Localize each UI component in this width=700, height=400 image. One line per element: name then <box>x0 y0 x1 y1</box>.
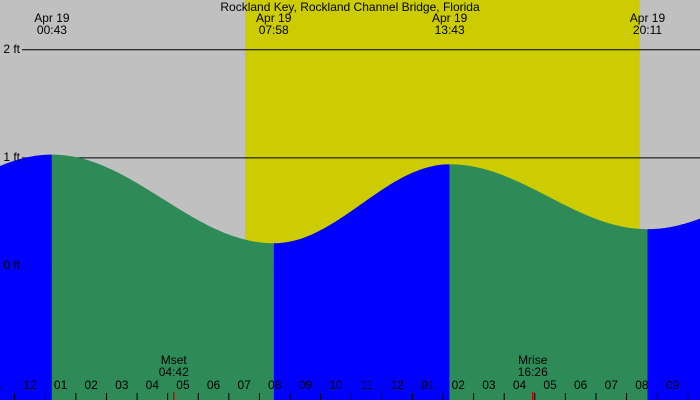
extreme-date: Apr 19 <box>256 11 292 25</box>
x-tick-label: 04 <box>513 378 527 392</box>
y-tick-label: 0 ft <box>3 258 20 272</box>
extreme-time: 20:11 <box>633 23 662 37</box>
x-tick-label: 05 <box>176 378 190 392</box>
x-tick-label: 03 <box>482 378 496 392</box>
x-tick-label: 09 <box>666 378 680 392</box>
rising-tide <box>0 154 52 400</box>
rising-tide <box>273 164 450 400</box>
x-tick-label: 05 <box>543 378 557 392</box>
y-tick-label: 1 ft <box>3 150 20 164</box>
moon-time: 04:42 <box>159 365 189 379</box>
chart-title: Rockland Key, Rockland Channel Bridge, F… <box>220 0 480 14</box>
x-tick-label: 09 <box>299 378 313 392</box>
x-tick-label: 01 <box>54 378 68 392</box>
x-tick-label: 12 <box>23 378 37 392</box>
x-tick-label: 06 <box>207 378 221 392</box>
extreme-time: 13:43 <box>435 23 465 37</box>
moon-event: Mset <box>161 353 188 367</box>
x-tick-label: 07 <box>237 378 251 392</box>
x-tick-label: 08 <box>268 378 282 392</box>
extreme-time: 00:43 <box>37 23 67 37</box>
x-tick-label: 07 <box>605 378 619 392</box>
x-tick-label: 02 <box>452 378 466 392</box>
x-tick-label: 1 <box>0 378 3 392</box>
x-tick-label: 06 <box>574 378 588 392</box>
x-tick-label: 02 <box>84 378 98 392</box>
extreme-time: 07:58 <box>259 23 289 37</box>
moon-event: Mrise <box>518 353 548 367</box>
extreme-date: Apr 19 <box>432 11 468 25</box>
falling-tide <box>51 154 274 400</box>
x-tick-label: 04 <box>146 378 160 392</box>
y-tick-label: 2 ft <box>3 42 20 56</box>
x-tick-label: 01 <box>421 378 435 392</box>
rising-tide <box>647 218 700 400</box>
falling-tide <box>449 164 648 400</box>
x-tick-label: 10 <box>329 378 343 392</box>
extreme-date: Apr 19 <box>630 11 666 25</box>
x-tick-label: 11 <box>360 378 373 392</box>
extreme-date: Apr 19 <box>34 11 70 25</box>
x-tick-label: 12 <box>390 378 404 392</box>
x-tick-label: 03 <box>115 378 129 392</box>
x-tick-label: 08 <box>635 378 649 392</box>
moon-time: 16:26 <box>518 365 548 379</box>
